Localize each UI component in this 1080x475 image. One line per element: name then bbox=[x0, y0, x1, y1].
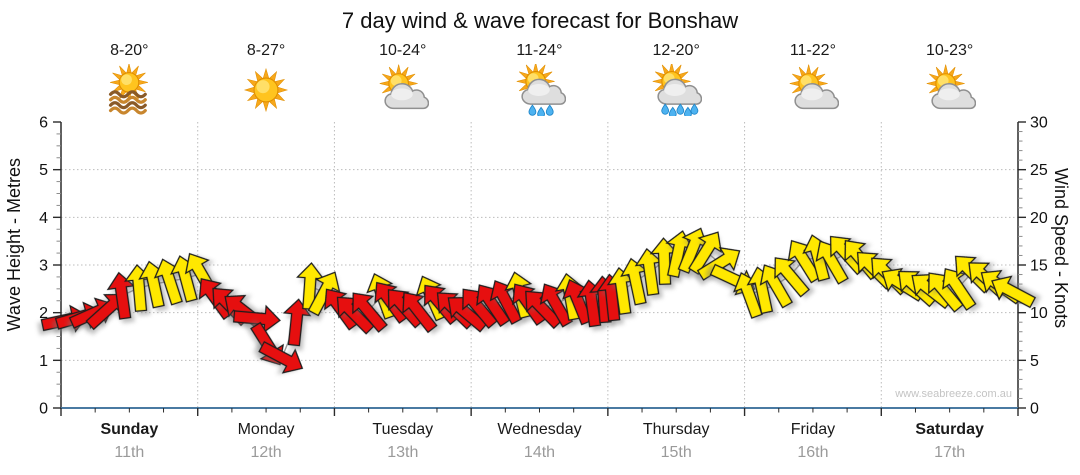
day-date-label: 16th bbox=[797, 444, 829, 461]
day-name-label: Saturday bbox=[915, 421, 984, 438]
day-date-label: 13th bbox=[387, 444, 419, 461]
day-name-label: Sunday bbox=[100, 421, 159, 438]
wind-direction-arrow bbox=[258, 340, 304, 374]
right-axis-tick-label: 15 bbox=[1030, 258, 1048, 275]
temperature-range-label: 10-24° bbox=[379, 42, 427, 59]
wind-direction-arrow bbox=[774, 257, 811, 298]
right-axis-tick-label: 10 bbox=[1030, 305, 1048, 322]
wind-direction-arrow bbox=[991, 275, 1037, 309]
left-axis-title: Wave Height - Metres bbox=[4, 158, 24, 332]
sun-haze-icon bbox=[103, 63, 155, 116]
sun-cloud-icon bbox=[924, 64, 976, 116]
wind-direction-arrow bbox=[307, 271, 341, 317]
day-date-label: 15th bbox=[660, 444, 692, 461]
temperature-range-label: 11-24° bbox=[516, 42, 563, 59]
page-title: 7 day wind & wave forecast for Bonshaw bbox=[341, 8, 739, 33]
left-axis-tick-label: 1 bbox=[39, 353, 48, 370]
right-axis-tick-label: 5 bbox=[1030, 353, 1039, 370]
left-axis-tick-label: 0 bbox=[39, 401, 48, 418]
temperature-range-label: 12-20° bbox=[652, 42, 700, 59]
right-axis-tick-label: 20 bbox=[1030, 210, 1048, 227]
sun-cloud-rain-icon bbox=[650, 62, 703, 118]
wind-direction-arrow bbox=[942, 268, 977, 311]
sun-cloud-icon bbox=[377, 64, 429, 116]
right-axis-title: Wind Speed - Knots bbox=[1051, 168, 1071, 329]
temperature-range-label: 10-23° bbox=[925, 42, 974, 59]
temperature-range-label: 8-20° bbox=[110, 42, 149, 59]
watermark: www.seabreeze.com.au bbox=[895, 388, 1012, 400]
day-name-label: Monday bbox=[237, 421, 295, 438]
wind-direction-arrow bbox=[539, 283, 574, 328]
day-name-label: Friday bbox=[790, 421, 836, 438]
right-axis-tick-label: 0 bbox=[1030, 401, 1039, 418]
right-axis-tick-label: 30 bbox=[1030, 115, 1048, 132]
day-date-label: 12th bbox=[250, 444, 282, 461]
left-axis-tick-label: 5 bbox=[39, 162, 48, 179]
sun-cloud-icon bbox=[787, 64, 840, 116]
day-name-label: Wednesday bbox=[497, 421, 582, 438]
sun-cloud-showers-icon bbox=[514, 62, 566, 118]
left-axis-tick-label: 2 bbox=[39, 305, 48, 322]
left-axis-tick-label: 6 bbox=[39, 115, 48, 132]
wind-direction-arrow bbox=[402, 291, 438, 334]
day-name-label: Tuesday bbox=[372, 421, 434, 438]
temperature-range-label: 8-27° bbox=[246, 42, 286, 59]
left-axis-tick-label: 3 bbox=[39, 258, 48, 275]
day-name-label: Thursday bbox=[642, 421, 710, 438]
wind-direction-arrow bbox=[282, 298, 312, 347]
sunny-icon bbox=[240, 64, 292, 116]
day-date-label: 17th bbox=[934, 444, 966, 461]
day-date-label: 11th bbox=[114, 444, 145, 461]
wind-direction-arrow bbox=[352, 292, 388, 333]
left-axis-tick-label: 4 bbox=[39, 210, 48, 227]
temperature-range-label: 11-22° bbox=[789, 42, 836, 59]
day-date-label: 14th bbox=[523, 444, 556, 461]
wind-direction-arrow bbox=[106, 271, 136, 320]
right-axis-tick-label: 25 bbox=[1030, 162, 1048, 179]
wind-direction-arrow bbox=[688, 231, 722, 276]
wind-direction-arrow bbox=[696, 246, 741, 281]
